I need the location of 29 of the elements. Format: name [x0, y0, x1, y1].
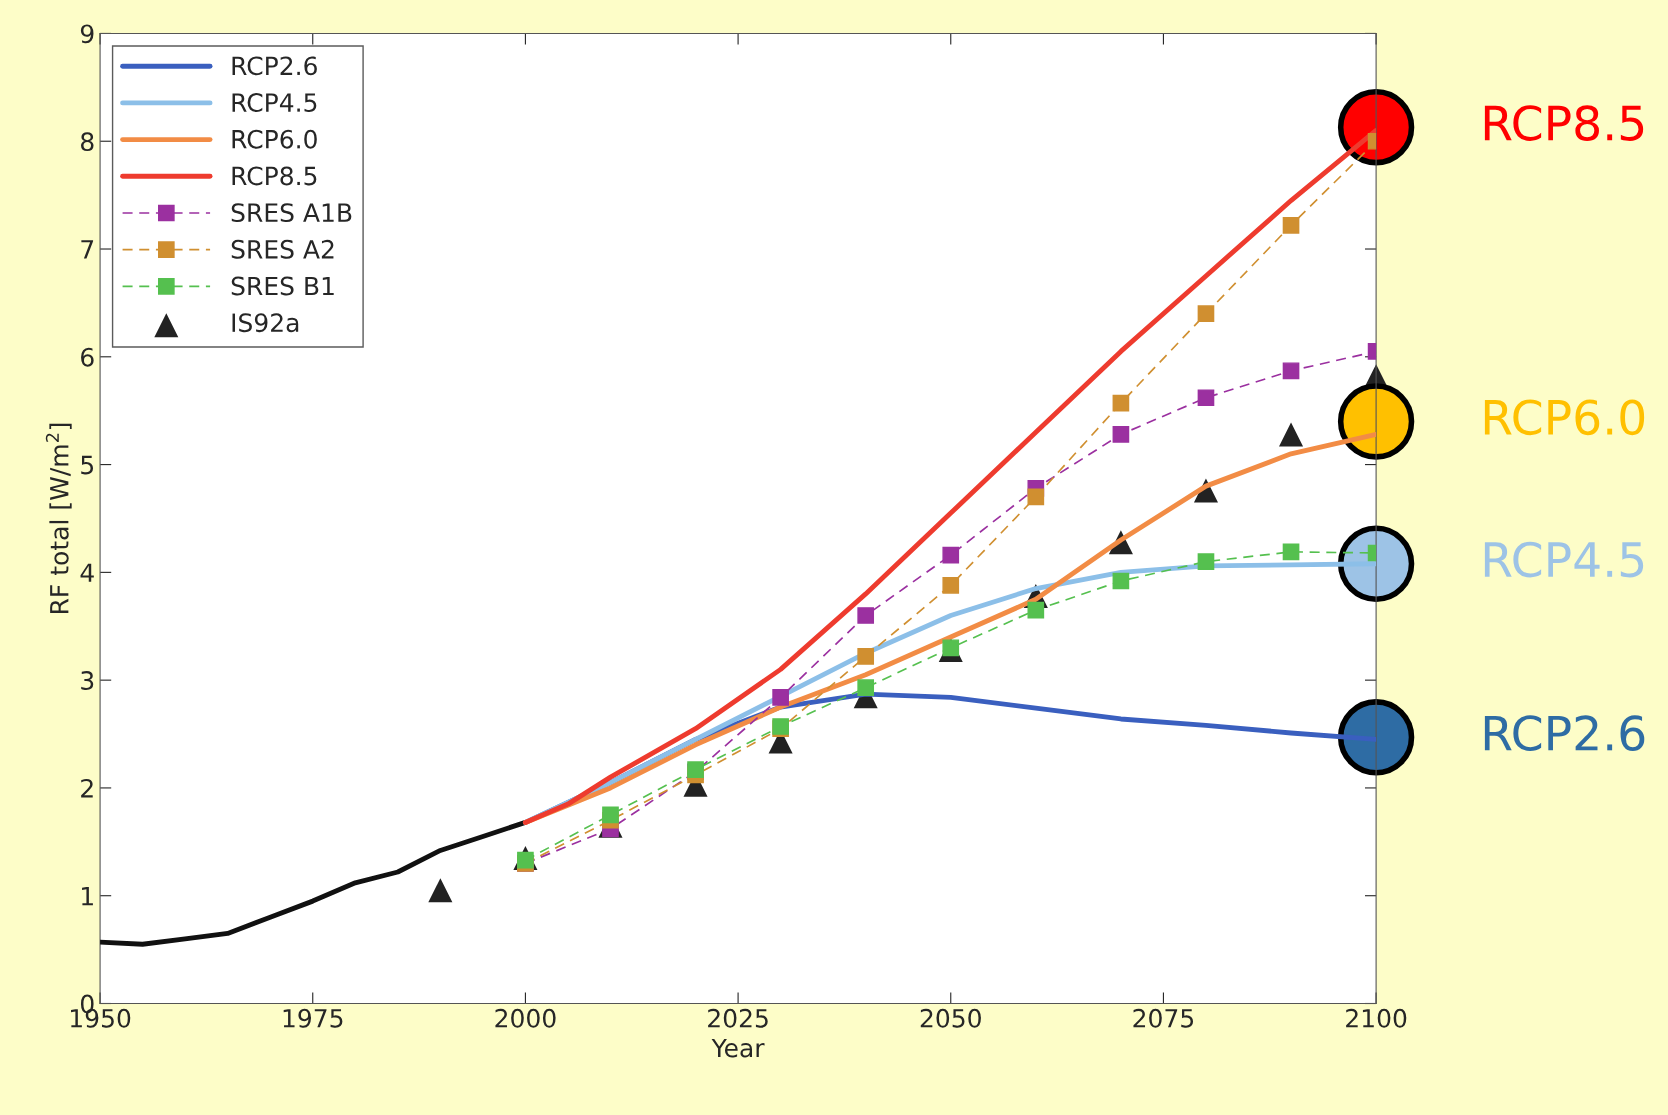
- y-tick-label: 6: [81, 347, 94, 367]
- y-tick-label: 2: [81, 778, 93, 798]
- legend-label: IS92a: [232, 313, 299, 333]
- text: RCP6.0: [1484, 399, 1645, 436]
- y-axis-title: RF total [W/m$^{2}$]: [45, 423, 72, 614]
- y-tick-label: 8: [81, 132, 94, 152]
- x-axis-title: Year: [711, 1038, 765, 1058]
- legend-label: RCP4.5: [232, 93, 317, 112]
- y-tick-label: 4: [80, 563, 94, 582]
- y-tick-label: 1: [82, 886, 93, 906]
- text: RCP2.6: [1484, 715, 1645, 751]
- x-tick-label: 2025: [708, 1008, 768, 1028]
- legend-label: SRES A2: [231, 239, 334, 259]
- text: RCP8.5: [1484, 105, 1644, 141]
- text: RCP4.5: [1484, 541, 1644, 578]
- x-tick-label: 2100: [1346, 1008, 1407, 1028]
- y-tick-label: 3: [81, 671, 94, 690]
- legend-label: SRES B1: [231, 276, 334, 296]
- y-tick-label: 7: [81, 240, 94, 259]
- y-tick-label: 5: [81, 455, 94, 475]
- y-tick-label: 9: [80, 24, 94, 44]
- legend-label: RCP2.6: [232, 56, 317, 76]
- legend-label: RCP6.0: [232, 129, 317, 149]
- x-tick-label: 2000: [495, 1008, 556, 1028]
- legend-label: RCP8.5: [232, 166, 317, 186]
- x-tick-label: 2075: [1133, 1008, 1194, 1028]
- x-tick-label: 2050: [920, 1008, 981, 1028]
- x-tick-label: 1975: [283, 1008, 343, 1028]
- legend-label: SRES A1B: [231, 203, 352, 223]
